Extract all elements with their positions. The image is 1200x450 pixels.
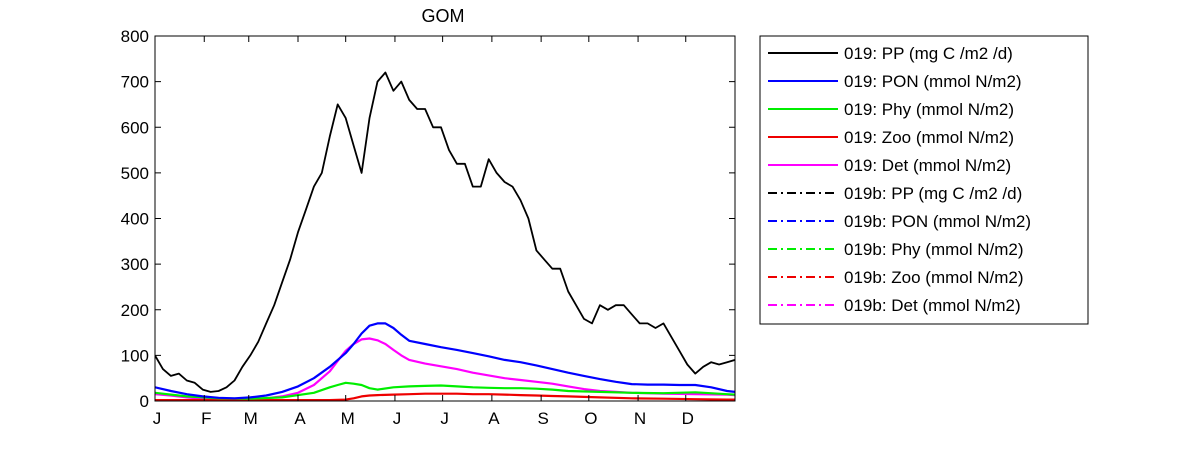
legend: 019: PP (mg C /m2 /d) 019: PON (mmol N/m2… <box>759 35 1089 325</box>
legend-entry: 019b: Zoo (mmol N/m2) <box>844 268 1024 287</box>
legend-entry: 019b: PP (mg C /m2 /d) <box>844 184 1022 203</box>
legend-entry: 019: PON (mmol N/m2) <box>844 72 1022 91</box>
x-tick-label: J <box>440 409 449 428</box>
y-tick-label: 100 <box>121 346 149 365</box>
x-tick-label: O <box>584 409 597 428</box>
x-tick-label: M <box>244 409 258 428</box>
legend-entry: 019: Zoo (mmol N/m2) <box>844 128 1014 147</box>
legend-entry: 019: Phy (mmol N/m2) <box>844 100 1014 119</box>
series-line-2 <box>155 381 735 400</box>
legend-entry: 019b: Det (mmol N/m2) <box>844 296 1021 315</box>
y-tick-label: 0 <box>140 392 149 411</box>
y-tick-label: 700 <box>121 73 149 92</box>
x-tick-label: F <box>201 409 211 428</box>
x-tick-label: M <box>341 409 355 428</box>
series-lines <box>155 71 735 401</box>
x-tick-label: A <box>488 409 500 428</box>
x-tick-label: J <box>153 409 162 428</box>
y-tick-label: 800 <box>121 27 149 46</box>
x-tick-label: N <box>634 409 646 428</box>
legend-entry: 019b: PON (mmol N/m2) <box>844 212 1031 231</box>
y-tick-label: 300 <box>121 255 149 274</box>
series-line-0 <box>155 71 735 393</box>
x-tick-label: S <box>537 409 548 428</box>
x-tick-label: D <box>682 409 694 428</box>
y-tick-label: 500 <box>121 164 149 183</box>
y-tick-label: 400 <box>121 210 149 229</box>
y-tick-label: 600 <box>121 118 149 137</box>
x-tick-label: A <box>294 409 306 428</box>
legend-entry: 019: Det (mmol N/m2) <box>844 156 1011 175</box>
series-line-1 <box>155 322 735 400</box>
y-tick-label: 200 <box>121 301 149 320</box>
x-tick-label: J <box>393 409 402 428</box>
series-line-3 <box>155 392 735 401</box>
legend-entry: 019: PP (mg C /m2 /d) <box>844 44 1013 63</box>
legend-entry: 019b: Phy (mmol N/m2) <box>844 240 1024 259</box>
chart-title: GOM <box>422 6 465 26</box>
axes-frame <box>154 35 736 402</box>
plot-area: 0 100 200 300 400 500 600 700 800 J F M A M J J A S O N D <box>121 27 736 428</box>
